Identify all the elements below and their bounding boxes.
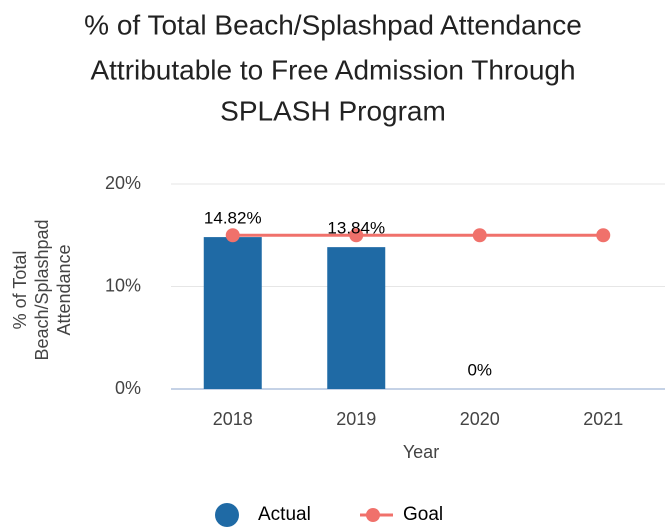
data-label: 0% [467,360,492,379]
goal-marker [596,228,611,243]
x-tick-label: 2021 [583,409,623,429]
y-axis-label: % of Total Beach/Splashpad Attendance [10,219,74,360]
legend-swatch [215,503,239,527]
bar [327,247,386,389]
chart-title: % of Total Beach/Splashpad Attendance [84,9,582,40]
legend-swatch [366,508,380,522]
legend-label: Actual [258,504,311,525]
y-tick-label: 0% [115,378,141,398]
y-tick-label: 20% [105,173,141,193]
goal-marker [472,228,487,243]
x-axis-label: Year [403,442,439,462]
y-axis-label-line: Attendance [54,244,74,335]
x-tick-label: 2019 [336,409,376,429]
legend-label: Goal [403,504,443,525]
chart-title: SPLASH Program [220,95,446,126]
goal-marker [225,228,240,243]
goal-marker [349,228,364,243]
data-label: 13.84% [327,219,385,238]
x-tick-label: 2018 [213,409,253,429]
data-label: 14.82% [204,209,262,228]
y-axis-label-line: % of Total [10,251,30,330]
x-tick-label: 2020 [460,409,500,429]
y-axis-label-line: Beach/Splashpad [32,219,52,360]
bar [203,237,262,389]
chart-title: Attributable to Free Admission Through [90,54,575,85]
y-tick-label: 10% [105,275,141,295]
